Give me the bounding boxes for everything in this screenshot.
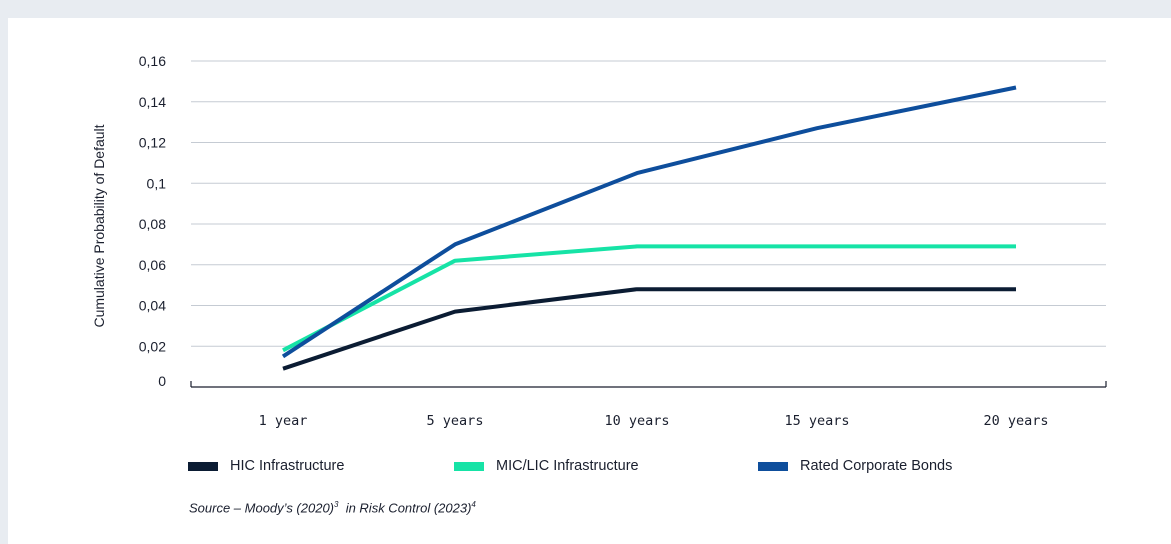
y-tick-label: 0,08 xyxy=(139,216,166,232)
series-lines xyxy=(281,85,1017,371)
y-tick-label: 0,06 xyxy=(139,257,166,273)
x-tick-label: 20 years xyxy=(983,413,1048,429)
legend-swatch-hic xyxy=(188,461,218,471)
legend-label-hic: HIC Infrastructure xyxy=(230,458,345,474)
chart-card: 0 0,02 0,04 0,06 0,08 0,1 0,12 0,14 0,16 1 year 5… xyxy=(8,18,1171,544)
legend-item-corporate-bonds: Rated Corporate Bonds xyxy=(758,458,952,474)
axes xyxy=(190,381,1107,388)
y-tick-label: 0,14 xyxy=(139,94,166,110)
y-axis-title: Cumulative Probability of Default xyxy=(91,124,107,327)
legend-label-mic-lic: MIC/LIC Infrastructure xyxy=(496,458,639,474)
grid-lines xyxy=(191,60,1106,347)
source-text: Source – Moody’s (2020) xyxy=(189,500,335,516)
source-text-2: in Risk Control (2023) xyxy=(338,500,472,516)
x-tick-label: 5 years xyxy=(427,413,484,429)
x-tick-label: 1 year xyxy=(259,413,308,429)
y-tick-label: 0 xyxy=(158,373,166,389)
source-footnote-4: 4 xyxy=(471,500,476,509)
y-tick-label: 0,16 xyxy=(139,53,166,69)
y-tick-labels: 0 0,02 0,04 0,06 0,08 0,1 0,12 0,14 0,16 xyxy=(139,53,166,389)
legend-label-corporate-bonds: Rated Corporate Bonds xyxy=(800,458,953,474)
x-tick-label: 15 years xyxy=(784,413,849,429)
x-tick-labels: 1 year 5 years 10 years 15 years 20 years xyxy=(259,413,1049,429)
series-line-0 xyxy=(282,287,1016,371)
series-line-2 xyxy=(281,85,1017,359)
legend-item-hic: HIC Infrastructure xyxy=(188,458,454,474)
source-note: Source – Moody’s (2020)3 in Risk Control… xyxy=(189,500,476,515)
y-tick-label: 0,04 xyxy=(139,298,166,314)
legend-swatch-corporate-bonds xyxy=(758,461,788,471)
legend-swatch-mic-lic xyxy=(454,461,484,471)
legend: HIC Infrastructure MIC/LIC Infrastructur… xyxy=(188,458,952,474)
y-tick-label: 0,02 xyxy=(139,338,166,354)
line-chart: 0 0,02 0,04 0,06 0,08 0,1 0,12 0,14 0,16 1 year 5… xyxy=(91,53,1107,429)
series-line-1 xyxy=(282,244,1016,353)
source-footnote-3: 3 xyxy=(334,500,339,509)
x-tick-label: 10 years xyxy=(604,413,669,429)
y-tick-label: 0,12 xyxy=(139,135,166,151)
legend-item-mic-lic: MIC/LIC Infrastructure xyxy=(454,458,758,474)
y-tick-label: 0,1 xyxy=(147,175,167,191)
